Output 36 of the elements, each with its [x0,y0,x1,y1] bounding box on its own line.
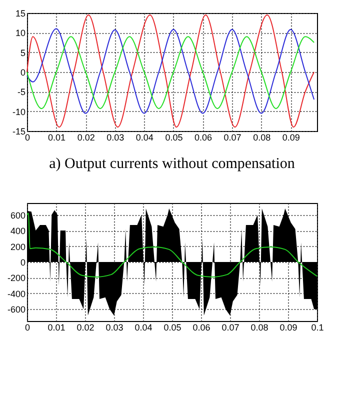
x-tick-label: 0.05 [165,132,183,142]
x-tick-label: 0.1 [311,322,324,332]
x-tick-label: 0.08 [250,322,268,332]
x-tick-label: 0.02 [77,132,95,142]
y-tick-label: 15 [15,8,26,18]
y-tick-label: 10 [15,28,26,38]
y-tick-label: 5 [20,48,26,58]
x-tick-label: 0.04 [134,322,152,332]
x-tick-label: 0.01 [48,322,66,332]
y-tick-label: -200 [7,273,26,284]
x-tick-label: 0.03 [106,132,124,142]
y-tick-label: 200 [10,242,26,252]
y-tick-label: 400 [10,226,26,236]
x-tick-label: 0.08 [253,132,271,142]
y-tick-label: -400 [7,288,26,299]
text: a) Output currents without compensation [49,156,296,172]
y-tick-label: 0 [20,258,26,268]
x-tick-label: 0.09 [280,322,298,332]
line-series [26,14,315,128]
y-tick-label: -15 [12,126,26,136]
y-tick-label: 600 [10,210,26,220]
y-tick-label: 0 [20,68,26,78]
x-tick-label: 0.04 [136,132,154,142]
y-tick-label: -5 [17,87,26,98]
x-tick-label: 0.06 [194,132,212,142]
x-tick-label: 0.09 [282,132,300,142]
y-tick-label: -10 [12,106,26,117]
x-tick-label: 0.07 [222,322,240,332]
x-tick-label: 0.01 [48,132,66,142]
x-tick-label: 0.03 [106,322,124,332]
x-tick-label: 0.06 [192,322,210,332]
x-tick-label: 0.02 [76,322,94,332]
line-series [26,212,318,278]
x-tick-label: 0.05 [164,322,182,332]
y-tick-label: -600 [7,304,26,315]
x-tick-label: 0.07 [224,132,242,142]
